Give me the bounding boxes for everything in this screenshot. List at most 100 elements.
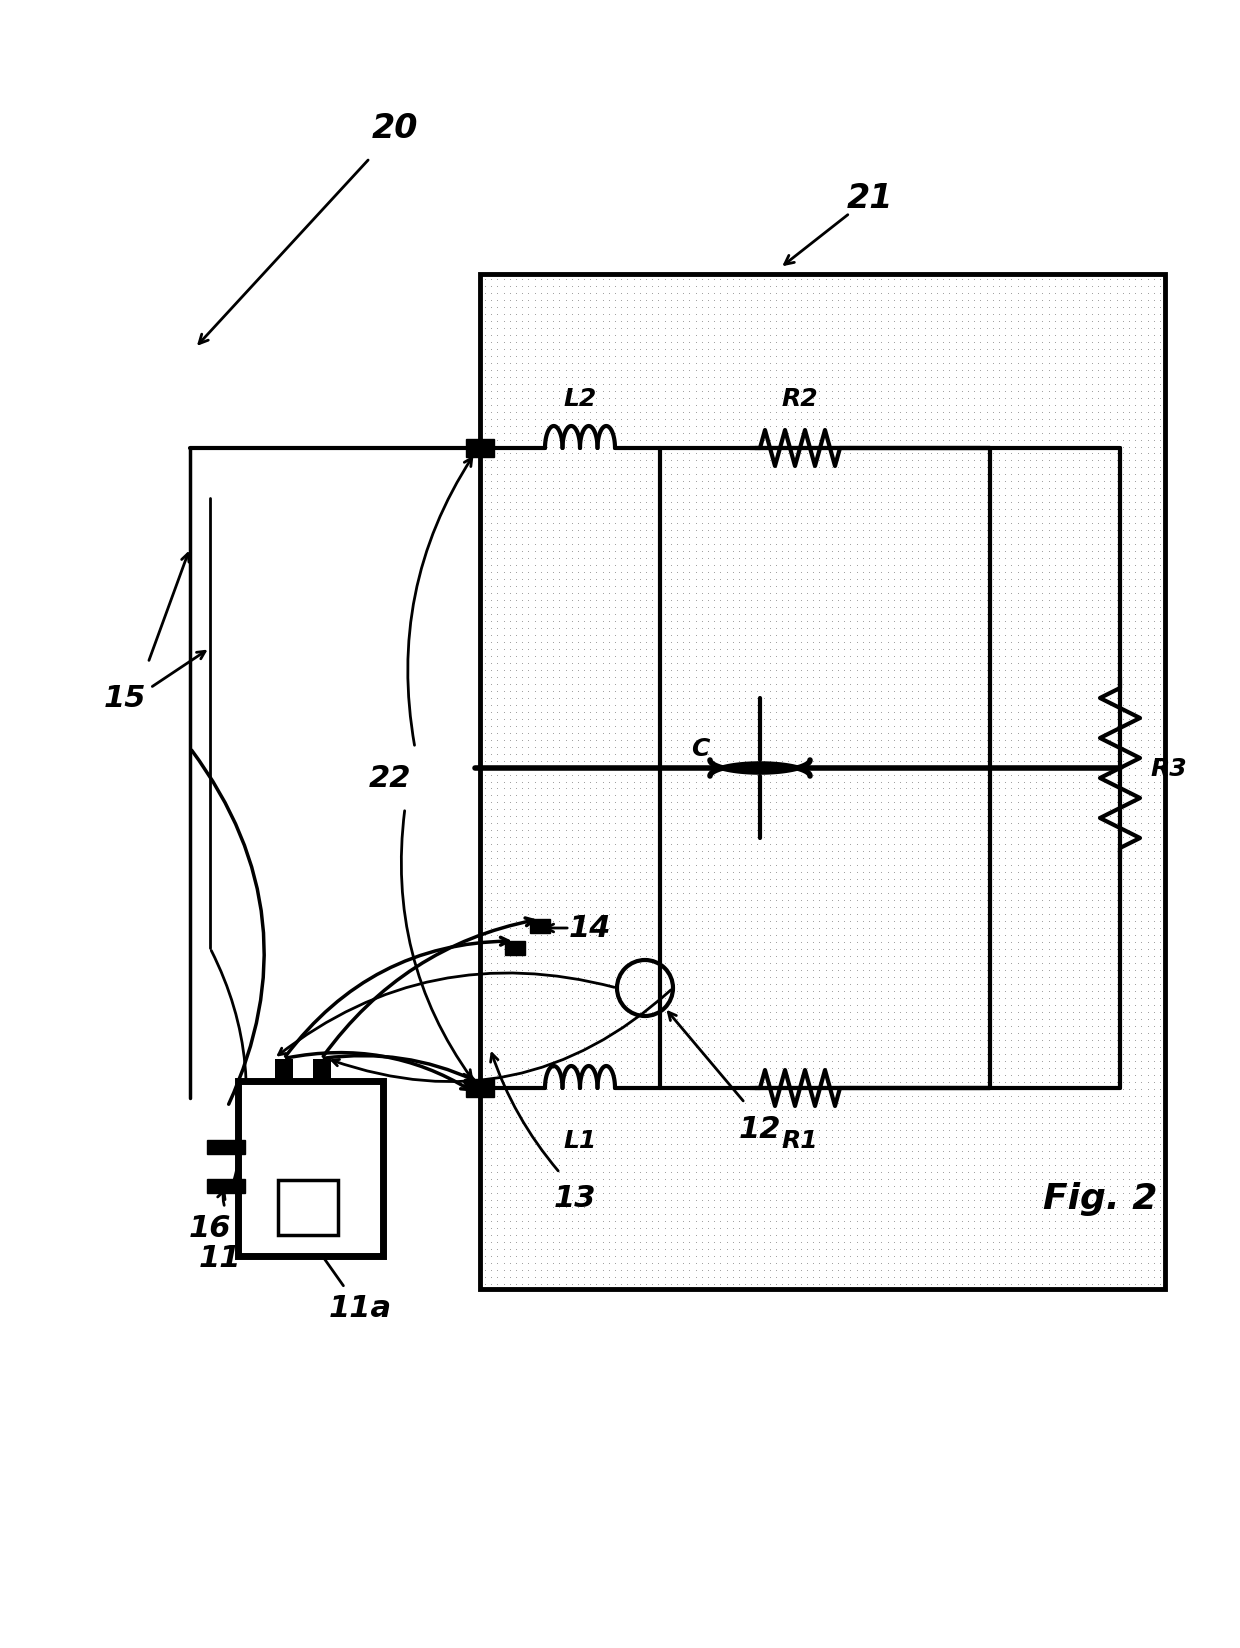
Point — [853, 979, 873, 1005]
Point — [729, 1104, 749, 1131]
Point — [562, 755, 582, 781]
Point — [1021, 1173, 1040, 1200]
Point — [822, 1117, 842, 1144]
Point — [549, 1243, 569, 1269]
Point — [766, 1055, 786, 1081]
Point — [766, 524, 786, 550]
Point — [1014, 986, 1034, 1012]
Point — [1027, 951, 1047, 977]
Point — [952, 455, 972, 481]
Point — [574, 1160, 594, 1187]
Point — [537, 971, 557, 997]
Point — [866, 1096, 885, 1122]
Point — [723, 929, 743, 956]
Point — [760, 1152, 780, 1178]
Point — [940, 608, 960, 634]
Point — [1002, 433, 1022, 460]
Point — [990, 448, 1009, 475]
Point — [1064, 658, 1084, 684]
Point — [692, 671, 712, 697]
Point — [822, 386, 842, 412]
Point — [754, 1042, 774, 1068]
Point — [1008, 832, 1028, 859]
Point — [1114, 1111, 1133, 1137]
Point — [742, 1104, 761, 1131]
Point — [580, 1229, 600, 1256]
Point — [1039, 552, 1059, 578]
Point — [816, 1139, 836, 1165]
Point — [909, 287, 929, 313]
Point — [965, 461, 985, 488]
Point — [506, 1020, 526, 1046]
Point — [556, 811, 575, 837]
Point — [797, 602, 817, 628]
Point — [897, 929, 916, 956]
Point — [859, 392, 879, 419]
Point — [952, 936, 972, 962]
Point — [1033, 1201, 1053, 1228]
Point — [1143, 330, 1163, 356]
Point — [475, 392, 495, 419]
Point — [1033, 789, 1053, 816]
Point — [884, 923, 904, 949]
Point — [773, 867, 792, 893]
Point — [742, 852, 761, 878]
Point — [1126, 783, 1146, 809]
Point — [766, 532, 786, 559]
Point — [866, 852, 885, 878]
Point — [636, 845, 656, 872]
Point — [1045, 992, 1065, 1018]
Point — [661, 860, 681, 887]
Point — [872, 915, 892, 941]
Point — [946, 1145, 966, 1172]
Point — [909, 274, 929, 300]
Point — [487, 295, 507, 321]
Point — [1008, 964, 1028, 990]
Point — [661, 448, 681, 475]
Point — [1070, 811, 1090, 837]
Point — [859, 364, 879, 391]
Point — [661, 295, 681, 321]
Point — [971, 470, 991, 496]
Point — [797, 1104, 817, 1131]
Point — [537, 483, 557, 509]
Point — [977, 1264, 997, 1290]
Point — [537, 405, 557, 432]
Point — [624, 804, 644, 831]
Point — [1095, 274, 1115, 300]
Point — [828, 470, 848, 496]
Point — [1021, 1042, 1040, 1068]
Point — [531, 1089, 551, 1116]
Point — [735, 936, 755, 962]
Point — [1039, 679, 1059, 705]
Point — [959, 323, 978, 349]
Point — [971, 287, 991, 313]
Point — [605, 386, 625, 412]
Point — [1033, 1005, 1053, 1032]
Point — [742, 1229, 761, 1256]
Point — [971, 1208, 991, 1234]
Point — [804, 455, 823, 481]
Point — [853, 351, 873, 377]
Point — [872, 587, 892, 613]
Point — [766, 1152, 786, 1178]
Point — [841, 1139, 861, 1165]
Point — [1033, 552, 1053, 578]
Point — [853, 943, 873, 969]
Point — [512, 748, 532, 775]
Point — [649, 817, 668, 844]
Point — [816, 351, 836, 377]
Point — [1126, 274, 1146, 300]
Point — [512, 433, 532, 460]
Point — [1039, 1145, 1059, 1172]
Point — [562, 1160, 582, 1187]
Point — [1149, 748, 1169, 775]
Point — [903, 811, 923, 837]
Point — [928, 852, 947, 878]
Point — [587, 664, 606, 691]
Point — [797, 392, 817, 419]
Point — [779, 929, 799, 956]
Point — [711, 545, 730, 572]
Point — [692, 880, 712, 906]
Point — [1002, 539, 1022, 565]
